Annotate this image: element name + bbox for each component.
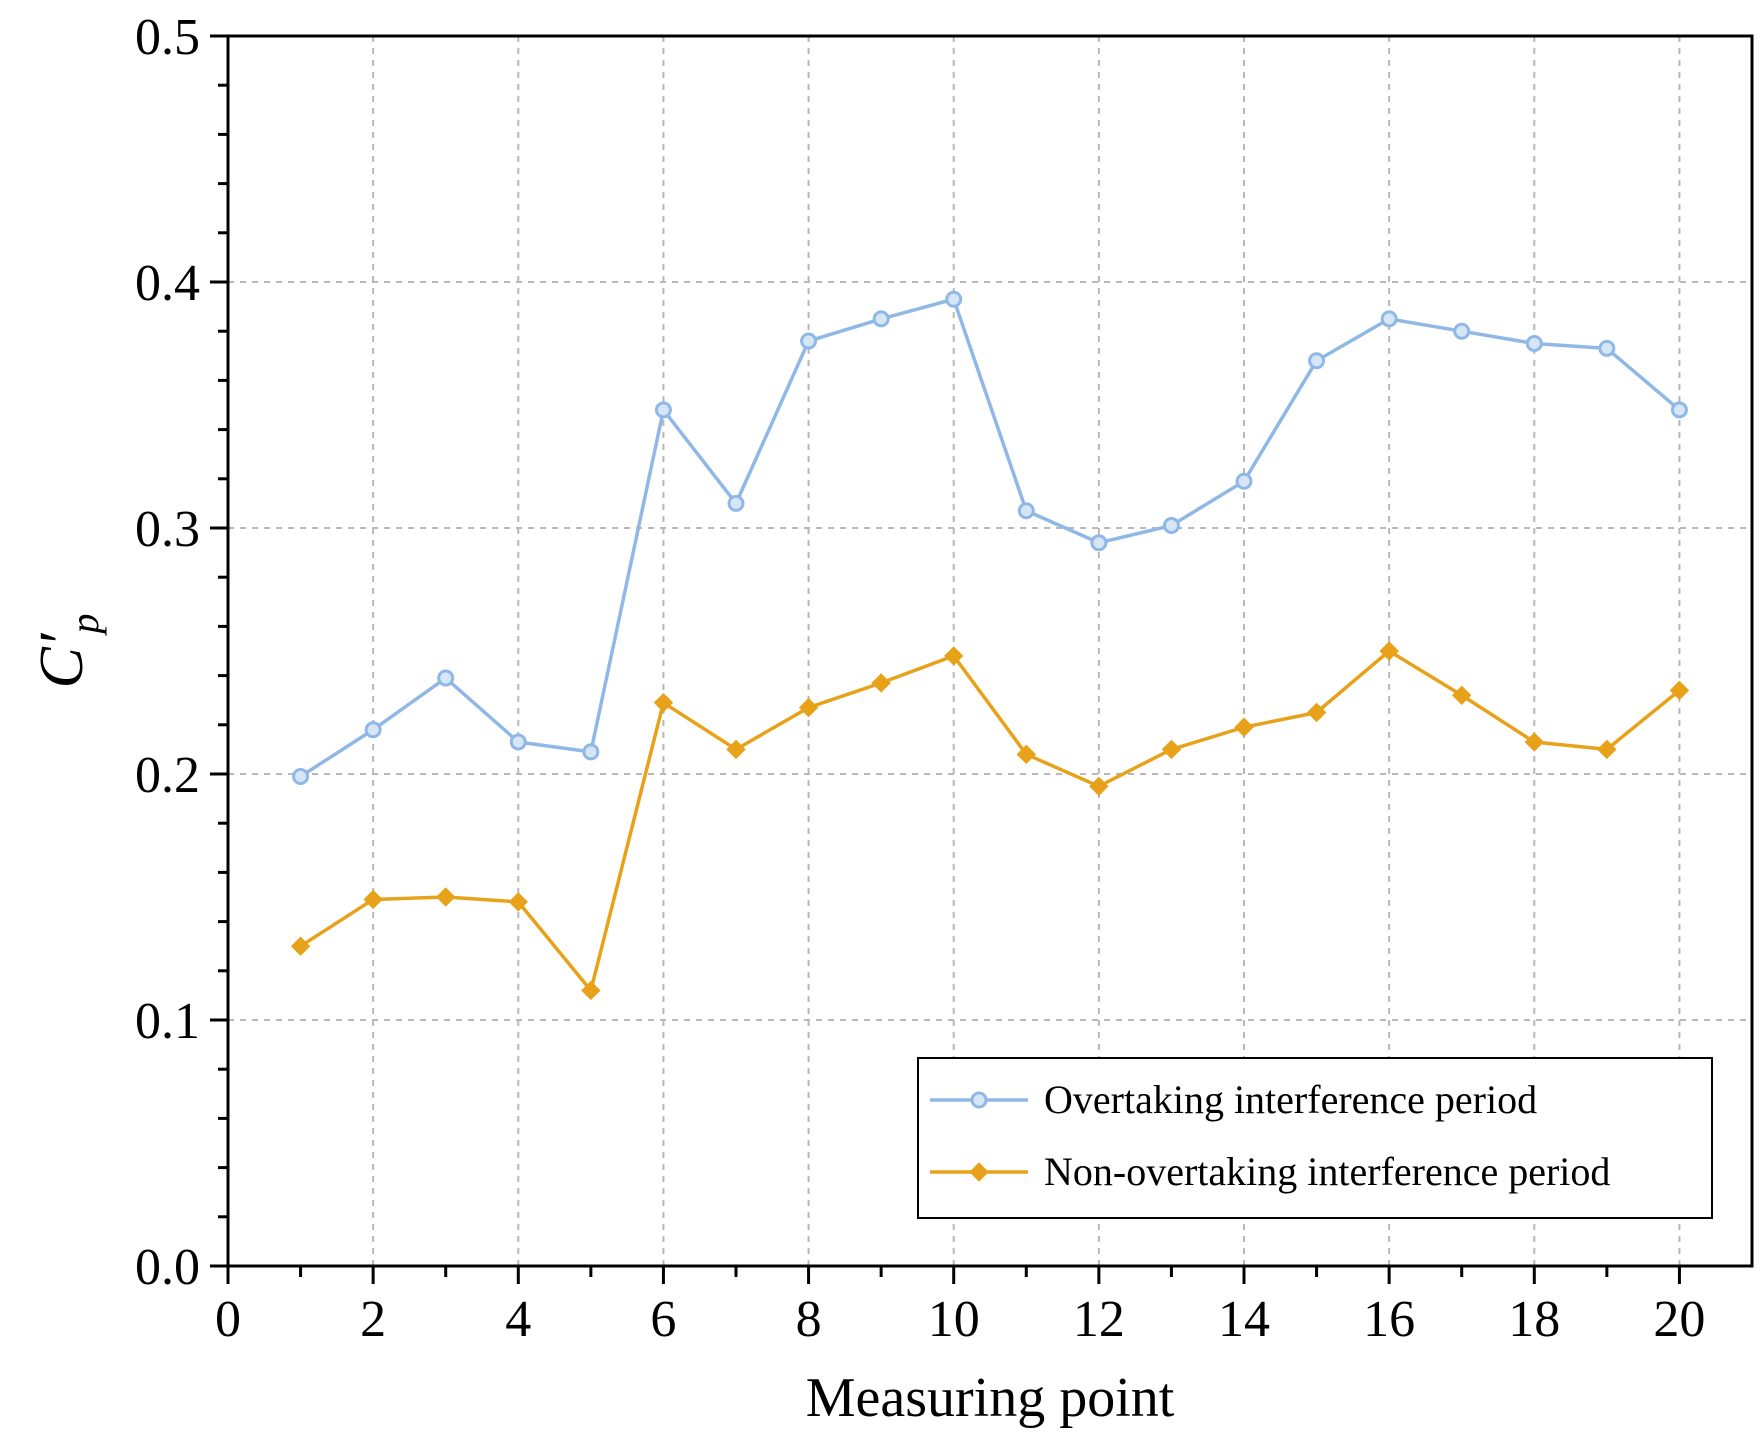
series-group [290, 290, 1690, 1001]
legend-item: Non-overtaking interference period [930, 1149, 1610, 1194]
legend-box [917, 1057, 1713, 1219]
data-point [1308, 352, 1326, 370]
data-point [871, 673, 891, 693]
legend-label: Overtaking interference period [1044, 1077, 1537, 1122]
y-tick-label: 0.2 [135, 747, 200, 804]
data-point [1017, 502, 1035, 520]
y-tick-label: 0.4 [135, 255, 200, 312]
ticks: 0 2 4 6 8 10 12 14 16 18 20 0.0 0.1 0.2 0.3 0.4 0.5 [135, 9, 1705, 1348]
series-2 [290, 641, 1690, 1001]
plot-frame [226, 34, 1754, 1268]
data-point [1306, 702, 1327, 723]
y-tick-label: 0.1 [135, 993, 200, 1050]
legend-marker [970, 1091, 988, 1109]
x-tick-label: 18 [1508, 1291, 1560, 1348]
data-point [1669, 680, 1690, 701]
svg-text:C′p: C′p [28, 614, 107, 689]
legend: Overtaking interference period Non-overta… [917, 1057, 1713, 1219]
data-point [1089, 776, 1109, 797]
y-tick-label: 0.3 [135, 501, 200, 558]
data-point [1598, 339, 1616, 357]
data-point [1379, 641, 1399, 661]
data-point [290, 936, 311, 956]
data-point [1525, 335, 1543, 352]
y-tick-label: 0.5 [135, 9, 200, 66]
data-point [436, 887, 456, 907]
y-tick-label: 0.0 [135, 1239, 200, 1296]
data-point [1016, 744, 1036, 765]
data-point [1235, 472, 1253, 490]
data-point [1162, 517, 1180, 535]
legend-marker [969, 1162, 989, 1182]
data-point [653, 692, 674, 713]
x-tick-label: 2 [360, 1291, 386, 1348]
data-point [292, 767, 310, 785]
data-point [944, 646, 964, 666]
data-point [1670, 401, 1688, 419]
axes [226, 34, 1754, 1268]
data-point [800, 332, 818, 350]
data-point [508, 892, 528, 912]
legend-item: Overtaking interference period [930, 1077, 1537, 1122]
data-point [1524, 732, 1544, 752]
data-point [364, 721, 382, 739]
data-point [582, 743, 600, 761]
data-point [1234, 717, 1254, 737]
legend-label: Non-overtaking interference period [1044, 1149, 1610, 1194]
data-point [509, 733, 527, 751]
data-point [727, 494, 745, 512]
series-line [299, 297, 1681, 778]
data-point [1597, 739, 1617, 760]
data-point [1452, 685, 1472, 705]
x-axis-title: Measuring point [806, 1367, 1175, 1429]
y-axis-title-subscript: p [62, 614, 107, 637]
data-point [1090, 534, 1108, 552]
data-point [437, 669, 455, 687]
data-point [798, 697, 819, 718]
data-point [1161, 739, 1182, 760]
y-axis-title-main: C′ [28, 632, 96, 688]
series-line [299, 649, 1681, 993]
x-tick-label: 10 [928, 1291, 980, 1348]
data-point [1453, 322, 1471, 340]
data-point [872, 310, 890, 328]
x-tick-label: 0 [215, 1291, 241, 1348]
data-point [654, 401, 672, 419]
data-point [363, 889, 383, 910]
data-point [945, 290, 963, 308]
x-tick-label: 4 [505, 1291, 531, 1348]
y-axis-title: C′p [28, 614, 107, 689]
data-point [1380, 310, 1398, 328]
x-tick-label: 8 [796, 1291, 822, 1348]
x-tick-label: 12 [1073, 1291, 1125, 1348]
x-tick-label: 16 [1363, 1291, 1415, 1348]
x-tick-label: 6 [650, 1291, 676, 1348]
x-tick-label: 20 [1653, 1291, 1705, 1348]
data-point [726, 739, 746, 760]
series-1 [292, 290, 1688, 785]
data-point [581, 980, 601, 1001]
x-tick-label: 14 [1218, 1291, 1270, 1348]
